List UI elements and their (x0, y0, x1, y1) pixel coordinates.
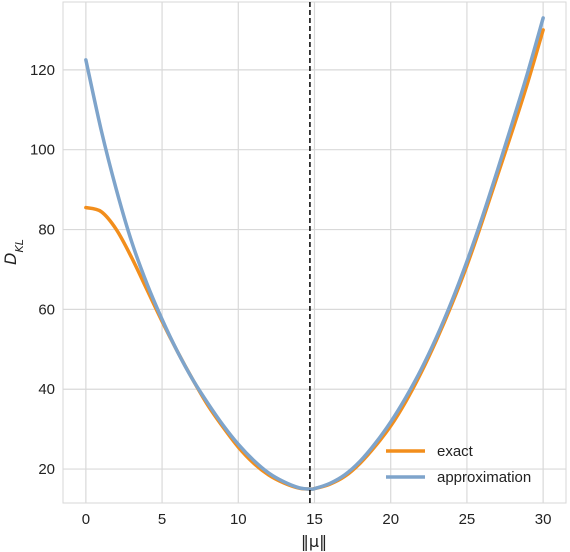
x-tick-label: 5 (158, 511, 166, 528)
y-axis-label-sub: KL (13, 239, 26, 252)
x-tick-label: 15 (306, 511, 323, 528)
y-tick-label: 60 (38, 301, 55, 318)
x-tick-label: 0 (82, 511, 90, 528)
legend-label-approximation: approximation (437, 469, 531, 486)
legend: exact approximation (386, 443, 531, 486)
y-tick-labels: 20 40 60 80 100 120 (30, 62, 55, 478)
legend-label-exact: exact (437, 443, 474, 460)
y-axis-label: DKL (1, 239, 26, 265)
x-tick-labels: 0 5 10 15 20 25 30 (82, 511, 552, 528)
y-tick-label: 80 (38, 222, 55, 239)
x-tick-label: 10 (230, 511, 247, 528)
y-tick-label: 120 (30, 62, 55, 79)
y-tick-label: 100 (30, 142, 55, 159)
y-tick-label: 20 (38, 461, 55, 478)
x-tick-label: 30 (535, 511, 552, 528)
x-axis-label: ‖μ‖ (301, 532, 327, 551)
grid (63, 2, 566, 503)
y-tick-label: 40 (38, 381, 55, 398)
series-line-approximation (84, 16, 545, 491)
x-tick-label: 25 (459, 511, 476, 528)
x-tick-label: 20 (382, 511, 399, 528)
y-axis-label-main: D (1, 253, 20, 265)
series-layer (84, 16, 545, 491)
